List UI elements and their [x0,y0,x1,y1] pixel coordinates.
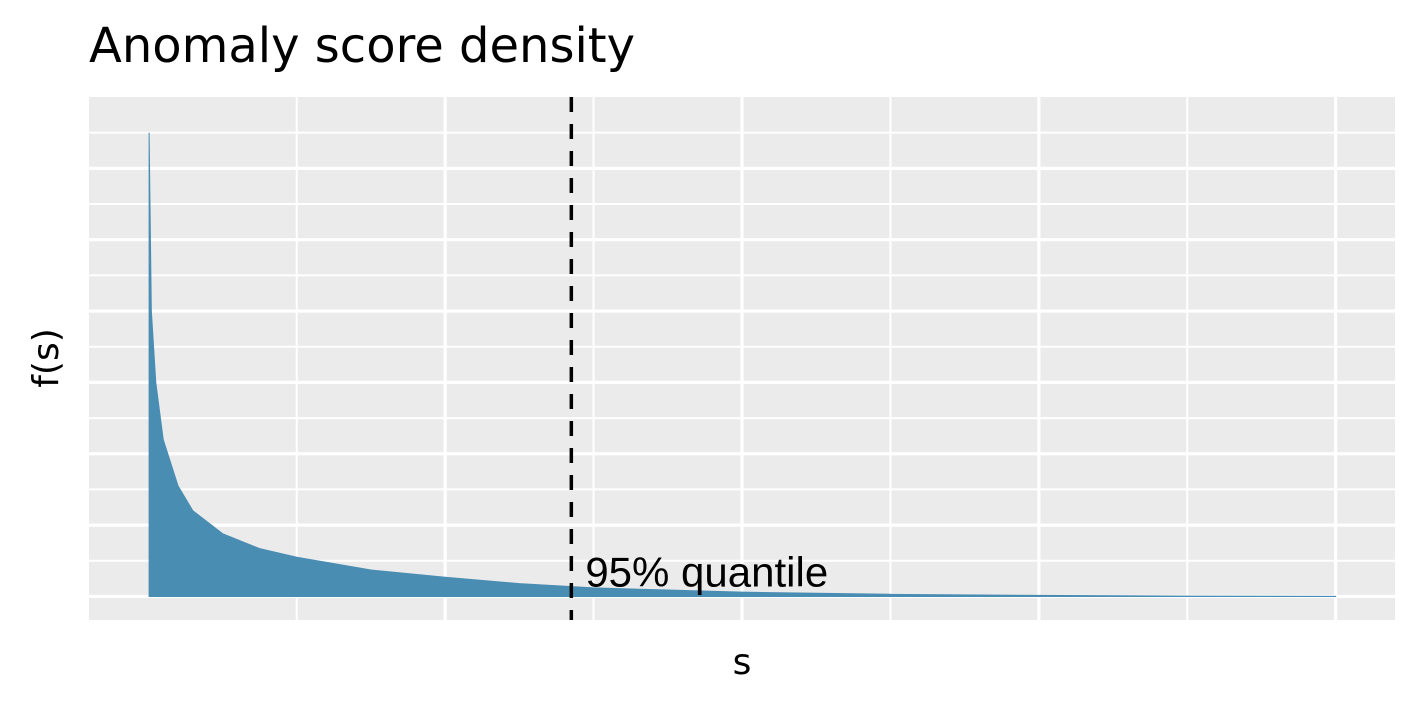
annotation-layer: 95% quantile [569,97,828,620]
quantile-label: 95% quantile [585,548,828,595]
density-area [148,132,1337,597]
x-axis-label: s [733,642,752,683]
series-layer [148,132,1337,597]
y-axis-label: f(s) [26,328,67,388]
chart-title: Anomaly score density [89,18,635,74]
